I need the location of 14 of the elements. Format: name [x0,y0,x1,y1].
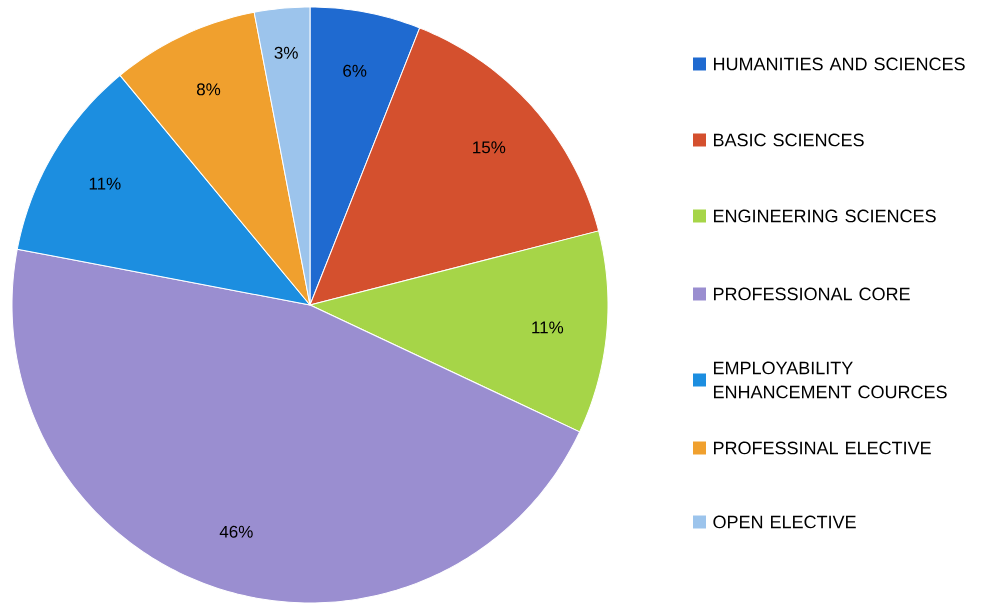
data-label: 6% [343,64,367,77]
data-label: 8% [196,83,221,96]
legend-label: OPEN ELECTIVE [713,515,856,529]
data-label: 46% [219,525,253,538]
legend-label: EMPLOYABILITY ENHANCEMENT COURCES [714,361,947,399]
legend-label: PROFESSIONAL CORE [714,287,910,301]
legend-label: ENGINEERING SCIENCES [714,209,936,223]
legend-label: PROFESSINAL ELECTIVE [714,441,931,455]
data-label: 11% [532,321,564,334]
data-label: 3% [274,46,298,59]
legend-label: BASIC SCIENCES [714,133,864,147]
data-label: 11% [89,177,121,190]
data-label: 15% [473,141,506,154]
legend-label: HUMANITIES AND SCIENCES [714,57,965,71]
